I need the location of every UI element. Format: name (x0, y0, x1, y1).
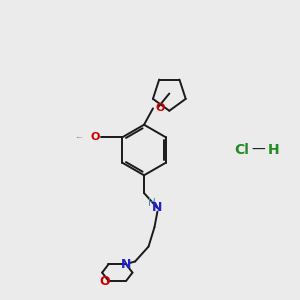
Text: O: O (155, 103, 164, 113)
Text: H: H (268, 143, 279, 157)
Text: H: H (148, 199, 156, 208)
Text: N: N (121, 258, 131, 271)
Text: O: O (99, 275, 110, 288)
Text: methoxy: methoxy (77, 136, 83, 138)
Text: —: — (252, 143, 266, 157)
Text: N: N (152, 201, 162, 214)
Text: Cl: Cl (235, 143, 250, 157)
Text: O: O (90, 132, 100, 142)
